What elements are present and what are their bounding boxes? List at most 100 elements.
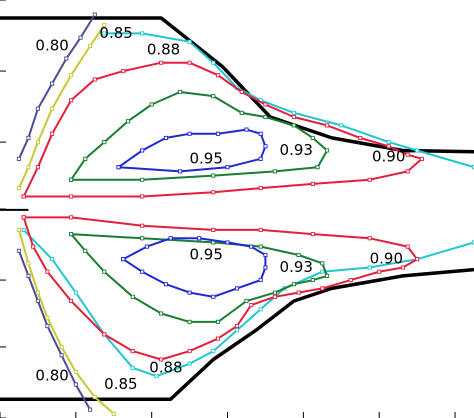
contour-080-upper-point-1	[78, 35, 83, 40]
contour-085-lower-point-5	[73, 369, 78, 375]
contour-090-upper-point-12	[325, 123, 330, 128]
boundary-lower-line	[0, 267, 474, 401]
contour-label-1: 0.85	[99, 24, 132, 42]
contour-095-lower-point-6	[263, 252, 268, 258]
contour-080-lower-point-2	[35, 298, 40, 304]
contour-label-3: 0.95	[189, 149, 222, 167]
contour-095-upper-point-4	[215, 131, 221, 136]
contour-095-upper-point-1	[140, 148, 145, 153]
contour-080-upper-point-4	[35, 106, 40, 111]
contour-093-lower-point-1	[140, 236, 145, 241]
contour-090-lower-point-22	[69, 298, 74, 304]
contour-085-upper-point-0	[102, 23, 107, 28]
contour-095-upper-point-11	[116, 165, 121, 170]
contour-090-lower-point-12	[320, 286, 325, 291]
contour-095-lower-point-7	[263, 265, 268, 270]
contour-080-lower-point-6	[88, 407, 93, 412]
contour-093-upper-point-1	[83, 156, 88, 161]
boundary-outline	[0, 16, 474, 401]
contour-088-lower-point-6	[234, 328, 240, 333]
contour-093-lower-point-5	[320, 261, 325, 266]
contour-093-lower-point-10	[244, 298, 249, 304]
contour-095-lower-point-11	[187, 290, 192, 295]
contour-090-lower-point-3	[211, 227, 216, 232]
contour-095-upper-point-3	[187, 131, 192, 136]
contour-090-upper-point-9	[239, 89, 244, 95]
contour-095-upper-point-2	[163, 135, 168, 140]
contour-095-lower-point-12	[163, 282, 168, 287]
contour-080-lower-point-4	[59, 353, 64, 358]
contour-label-6: 0.95	[189, 245, 222, 263]
contour-090-upper-point-3	[69, 98, 74, 103]
contour-085-upper-point-5	[26, 165, 31, 170]
contour-label-4: 0.93	[280, 141, 313, 159]
contour-080-lower-point-1	[26, 273, 31, 278]
contour-095-lower-point-8	[258, 278, 263, 283]
contour-090-lower-point-5	[310, 232, 315, 237]
contour-090-lower-point-2	[140, 223, 145, 228]
contour-090-lower-point-17	[215, 336, 221, 341]
contour-090-upper-point-17	[405, 169, 410, 174]
contour-085-lower-line	[18, 229, 115, 415]
contour-088-lower-point-9	[154, 374, 159, 379]
contour-090-lower-point-15	[249, 303, 254, 308]
contour-090-lower-point-14	[272, 294, 277, 299]
contour-090-upper-point-2	[50, 131, 55, 136]
contour-093-upper-point-5	[178, 89, 183, 95]
contour-label-2: 0.88	[147, 41, 180, 59]
contour-093-upper-point-9	[291, 123, 296, 128]
contour-090-upper-point-10	[263, 102, 268, 107]
contour-088-lower-point-7	[211, 349, 216, 354]
contour-080-lower-point-5	[73, 382, 78, 387]
contour-093-upper-point-16	[69, 177, 74, 182]
contour-090-lower-point-11	[348, 278, 353, 283]
contour-lines	[16, 12, 474, 416]
contour-093-upper-point-4	[149, 102, 154, 107]
contour-labels: 0.80 0.85 0.88 0.95 0.93 0.90 0.95 0.93 0.90 0.80…	[35, 24, 405, 393]
contour-090-lower-point-23	[45, 269, 50, 274]
contour-088-lower-point-12	[73, 290, 78, 295]
contour-093-upper-point-12	[315, 165, 320, 170]
contour-085-upper-point-3	[50, 106, 55, 111]
contour-095-lower-point-3	[197, 236, 202, 241]
contour-088-upper-point-6	[291, 110, 296, 115]
contour-090-upper-point-23	[69, 194, 74, 199]
contour-095-lower-point-9	[234, 286, 240, 291]
contour-093-upper-point-15	[140, 177, 145, 182]
contour-090-lower-point-20	[130, 349, 135, 354]
contour-090-upper-point-24	[21, 194, 26, 199]
contour-085-upper-point-6	[16, 186, 22, 191]
contour-093-lower-point-3	[258, 244, 263, 249]
contour-090-upper-point-11	[291, 114, 296, 120]
contour-090-lower-point-16	[234, 323, 240, 329]
contour-093-lower-point-12	[187, 319, 192, 324]
contour-093-upper-point-10	[310, 135, 315, 140]
contour-093-upper-point-14	[211, 173, 216, 178]
contour-088-lower-point-14	[21, 227, 26, 232]
contour-080-upper-point-3	[50, 81, 55, 86]
contour-090-upper-point-4	[92, 77, 97, 82]
contour-088-lower-point-10	[130, 365, 135, 370]
contour-085-lower-point-3	[45, 315, 50, 320]
contour-095-upper-point-5	[244, 127, 249, 132]
contour-093-lower-point-16	[83, 248, 88, 253]
contour-label-11: 0.88	[149, 358, 182, 376]
contour-088-upper-point-0	[102, 31, 107, 36]
contour-080-upper-point-6	[16, 156, 22, 161]
contour-093-upper-point-13	[272, 169, 277, 174]
contour-093-lower-point-6	[325, 273, 330, 278]
contour-095-upper-line	[117, 128, 267, 173]
contour-095-lower-point-5	[249, 244, 254, 249]
contour-088-upper-point-2	[187, 39, 192, 44]
contour-090-upper-point-20	[258, 186, 263, 191]
contour-085-lower-point-4	[59, 344, 64, 349]
contour-088-upper-point-1	[140, 31, 145, 36]
contour-090-lower-point-10	[377, 269, 382, 274]
contour-088-lower-point-5	[258, 307, 263, 312]
contour-088-lower-point-13	[50, 257, 55, 262]
contour-label-10: 0.85	[104, 375, 137, 393]
contour-088-upper-point-8	[386, 140, 391, 145]
contour-090-upper-point-19	[310, 181, 315, 186]
contour-label-9: 0.80	[35, 367, 68, 385]
contour-090-lower-point-1	[69, 215, 74, 220]
